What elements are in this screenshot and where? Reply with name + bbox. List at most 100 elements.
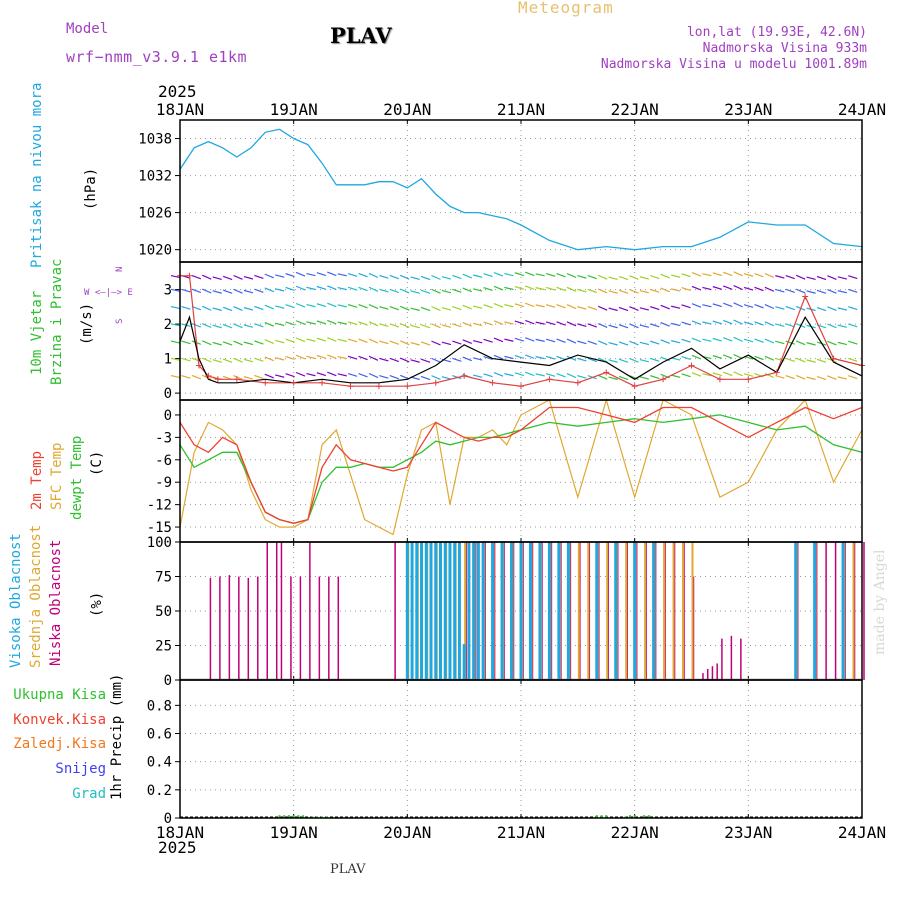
wind-arrow xyxy=(691,354,702,360)
wind-arrow xyxy=(691,320,702,325)
cloud-bar xyxy=(420,542,424,680)
wind-arrow xyxy=(639,358,650,363)
wind-arrow xyxy=(462,321,472,327)
wind-arrow xyxy=(399,288,410,294)
x-tick-label-top: 23JAN xyxy=(724,100,772,119)
wind-arrow xyxy=(681,287,691,292)
wind-arrow xyxy=(650,275,660,280)
cloud-bar xyxy=(663,542,666,680)
wind-gust-point xyxy=(290,379,297,386)
wind-arrow xyxy=(431,357,441,363)
wind-arrow xyxy=(285,355,295,360)
cloud-bar xyxy=(443,542,447,680)
wind-arrow xyxy=(608,324,618,329)
wind-arrow xyxy=(202,322,212,329)
precip-bar xyxy=(600,815,603,818)
wind-arrow xyxy=(254,288,264,293)
wind-arrow xyxy=(358,303,368,309)
x-tick-label-bottom: 22JAN xyxy=(611,823,659,842)
wind-arrow xyxy=(389,357,400,363)
cloud-bar xyxy=(538,542,542,680)
cloud-bar xyxy=(318,576,321,680)
wind-arrow xyxy=(410,290,420,294)
wind-arrow xyxy=(181,340,191,345)
wind-arrow xyxy=(775,288,785,293)
precip-panel-frame xyxy=(179,679,863,819)
cloud-bar xyxy=(410,542,414,680)
wind-arrow xyxy=(535,304,545,308)
wind-arrow xyxy=(504,373,514,377)
wind-arrow xyxy=(285,286,295,291)
wind-arrow xyxy=(316,354,327,359)
cloud-tick-label: 100 xyxy=(147,535,172,551)
wind-arrow xyxy=(827,275,837,280)
wind-arrow xyxy=(295,354,306,360)
wind-arrow xyxy=(337,321,347,325)
wind-arrow xyxy=(743,273,754,277)
cloud-bar xyxy=(328,576,330,680)
wind-arrow xyxy=(639,307,650,311)
wind-arrow xyxy=(358,355,368,361)
wind-arrow xyxy=(556,372,566,378)
precip-label-zaledj: Zaledj.Kisa xyxy=(13,736,106,752)
cloud-bar xyxy=(528,542,532,680)
wind-arrow xyxy=(618,358,629,363)
precip-tick-label: 0.2 xyxy=(147,783,172,799)
wind-gust-point xyxy=(660,376,667,383)
wind-arrow xyxy=(222,341,233,346)
wind-arrow xyxy=(587,274,597,280)
wind-arrow xyxy=(181,288,191,293)
wind-arrow xyxy=(337,304,347,308)
precip-tick-label: 0.6 xyxy=(147,727,172,743)
wind-arrow xyxy=(316,303,327,308)
wind-arrow xyxy=(764,373,775,379)
wind-arrow xyxy=(629,323,639,329)
cloud-bar xyxy=(464,542,467,680)
precip-label-ukupna: Ukupna Kisa xyxy=(13,687,106,703)
wind-arrow xyxy=(295,285,306,291)
wind-arrow xyxy=(431,288,441,294)
wind-arrow xyxy=(566,303,577,310)
wind-arrow xyxy=(452,374,462,380)
wind-arrow xyxy=(389,323,400,328)
wind-arrow xyxy=(441,324,452,328)
footer-station: PLAV xyxy=(330,862,366,877)
wind-arrow xyxy=(629,275,639,280)
wind-speed-line xyxy=(179,315,863,384)
wind-arrow xyxy=(702,321,712,325)
wind-gust-point xyxy=(375,383,382,390)
precip-bar xyxy=(278,815,281,818)
wind-arrow xyxy=(327,337,337,342)
wind-arrow xyxy=(723,337,733,342)
wind-arrow xyxy=(493,320,504,325)
cloud-bar xyxy=(309,542,311,680)
wind-arrow xyxy=(597,374,608,380)
wind-arrow xyxy=(243,307,254,311)
wind-arrow xyxy=(410,324,420,329)
wind-arrow xyxy=(650,375,660,380)
wind-arrow xyxy=(441,276,452,280)
wind-arrow xyxy=(545,373,556,377)
wind-arrow xyxy=(743,373,754,377)
wind-arrow xyxy=(295,271,306,277)
wind-arrow xyxy=(556,272,566,278)
wind-arrow xyxy=(473,339,483,344)
wind-arrow xyxy=(202,274,212,280)
wind-arrow xyxy=(212,359,222,363)
wind-arrow xyxy=(764,321,775,327)
wind-arrow xyxy=(545,321,556,326)
wind-arrow xyxy=(420,341,431,346)
x-tick-label-top: 20JAN xyxy=(383,100,431,119)
wind-arrow xyxy=(545,286,556,291)
wind-arrow xyxy=(504,338,514,342)
wind-arrow xyxy=(712,372,722,377)
wind-arrow xyxy=(306,321,316,325)
wind-arrow xyxy=(691,372,702,377)
wind-arrow xyxy=(848,275,858,280)
wind-arrow xyxy=(233,340,243,346)
elevation-label: Nadmorska Visina 933m xyxy=(702,41,867,56)
wind-gust-point xyxy=(773,369,780,376)
wind-arrow xyxy=(629,357,639,363)
wind-arrow xyxy=(368,286,379,292)
wind-arrow xyxy=(389,340,400,345)
